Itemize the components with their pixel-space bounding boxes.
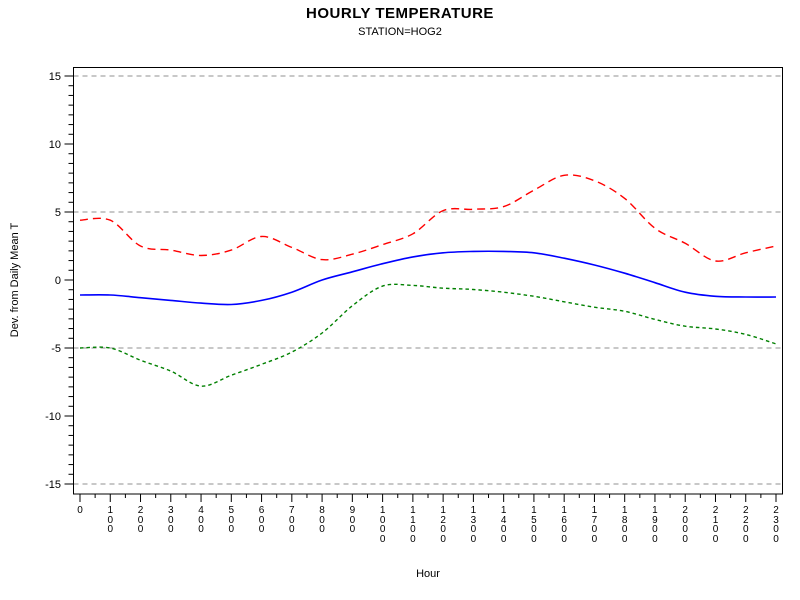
x-tick-label: 2 2 0 0 — [742, 505, 749, 545]
x-tick-label: 1 0 0 — [107, 505, 114, 535]
x-tick-label: 1 5 0 0 — [531, 505, 537, 545]
series-lines — [79, 174, 777, 387]
x-tick-label: 9 0 0 — [349, 505, 356, 535]
x-tick-label: 7 0 0 — [289, 505, 295, 535]
x-axis-title: Hour — [416, 568, 440, 580]
x-tick-label: 1 6 0 0 — [561, 505, 567, 545]
series-line-green-dashed-lower — [79, 283, 777, 387]
y-tick-label: -10 — [45, 411, 61, 423]
x-tick-label: 4 0 0 — [198, 505, 204, 535]
y-tick-label: 10 — [49, 139, 61, 151]
y-axis-title: Dev. from Daily Mean T — [9, 222, 21, 337]
y-tick-label: 5 — [55, 207, 61, 219]
y-axis-ticks — [64, 75, 74, 485]
x-tick-label: 0 — [77, 505, 83, 516]
x-tick-label: 2 0 0 — [137, 505, 144, 535]
x-tick-label: 2 3 0 0 — [773, 505, 779, 545]
x-tick-label: 2 0 0 0 — [682, 505, 688, 545]
chart-subtitle: STATION=HOG2 — [358, 26, 442, 38]
x-tick-label: 1 0 0 0 — [379, 505, 386, 545]
y-tick-label: 15 — [49, 71, 61, 83]
x-tick-label: 3 0 0 — [168, 505, 174, 535]
x-tick-label: 5 0 0 — [228, 505, 235, 535]
x-axis-ticks — [79, 494, 777, 502]
reference-lines — [73, 75, 783, 485]
plot-frame — [73, 67, 783, 495]
y-tick-label: -5 — [51, 343, 61, 355]
x-tick-label: 6 0 0 — [258, 505, 265, 535]
y-tick-label: -15 — [45, 479, 61, 491]
x-tick-label: 2 1 0 0 — [712, 505, 719, 545]
x-tick-label: 1 3 0 0 — [470, 505, 477, 545]
series-line-red-dashed-upper — [79, 174, 777, 262]
x-tick-label: 1 2 0 0 — [440, 505, 446, 545]
series-line-blue-solid-middle — [79, 250, 777, 306]
x-tick-label: 1 9 0 0 — [652, 505, 658, 545]
y-axis-tick-labels: 15 10 5 0 -5 -10 -15 — [45, 71, 61, 491]
x-tick-label: 1 8 0 0 — [621, 505, 628, 545]
x-tick-label: 1 4 0 0 — [500, 505, 507, 545]
x-tick-label: 1 7 0 0 — [591, 505, 598, 545]
chart-title: HOURLY TEMPERATURE — [306, 5, 494, 22]
x-tick-label: 1 1 0 0 — [410, 505, 416, 545]
y-tick-label: 0 — [55, 275, 61, 287]
x-tick-label: 8 0 0 — [319, 505, 325, 535]
